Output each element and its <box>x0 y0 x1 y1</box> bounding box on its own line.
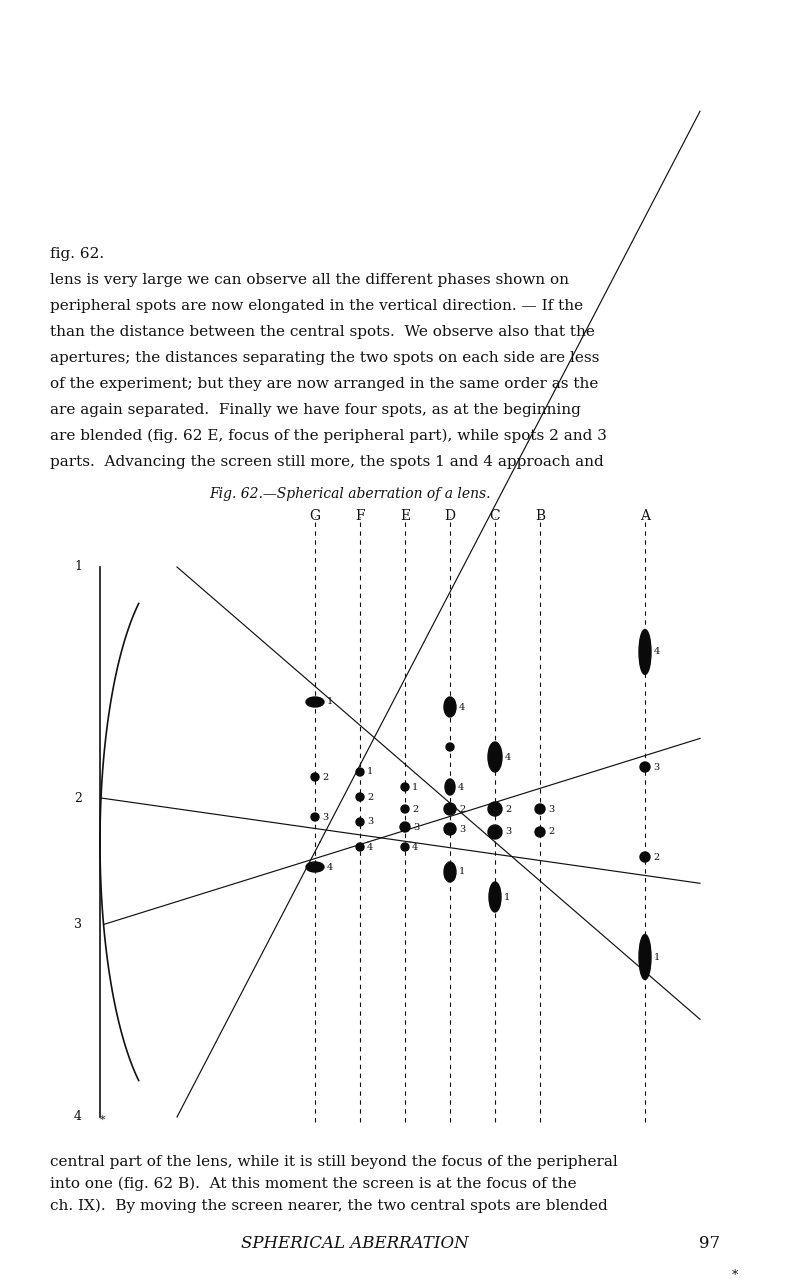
Text: 2: 2 <box>653 852 659 861</box>
Text: are blended (fig. 62 E, focus of the peripheral part), while spots 2 and 3: are blended (fig. 62 E, focus of the per… <box>50 429 607 444</box>
Circle shape <box>311 773 319 781</box>
Text: *: * <box>732 1269 738 1282</box>
Circle shape <box>356 793 364 801</box>
Text: 3: 3 <box>74 918 82 931</box>
Text: Fig. 62.—Spherical aberration of a lens.: Fig. 62.—Spherical aberration of a lens. <box>210 486 490 501</box>
Circle shape <box>488 825 502 839</box>
Ellipse shape <box>444 698 456 717</box>
Text: 3: 3 <box>367 817 374 826</box>
Text: 4: 4 <box>327 862 334 871</box>
Text: E: E <box>400 508 410 523</box>
Text: 4: 4 <box>654 647 660 656</box>
Circle shape <box>535 828 545 837</box>
Text: *: * <box>100 1115 106 1125</box>
Text: 4: 4 <box>367 843 374 852</box>
Circle shape <box>640 762 650 772</box>
Ellipse shape <box>489 882 501 912</box>
Circle shape <box>446 743 454 752</box>
Text: G: G <box>310 508 321 523</box>
Text: A: A <box>640 508 650 523</box>
Text: ch. IX).  By moving the screen nearer, the two central spots are blended: ch. IX). By moving the screen nearer, th… <box>50 1199 608 1214</box>
Text: 97: 97 <box>699 1236 720 1252</box>
Text: 3: 3 <box>505 828 511 837</box>
Text: than the distance between the central spots.  We observe also that the: than the distance between the central sp… <box>50 326 595 338</box>
Circle shape <box>356 843 364 851</box>
Text: 4: 4 <box>74 1111 82 1124</box>
Text: 1: 1 <box>327 698 334 707</box>
Text: parts.  Advancing the screen still more, the spots 1 and 4 approach and: parts. Advancing the screen still more, … <box>50 456 604 468</box>
Ellipse shape <box>639 629 651 674</box>
Circle shape <box>444 822 456 835</box>
Circle shape <box>356 768 364 776</box>
Text: 2: 2 <box>412 804 418 813</box>
Text: 2: 2 <box>505 804 511 813</box>
Text: 4: 4 <box>412 843 418 852</box>
Text: 4: 4 <box>458 782 464 792</box>
Circle shape <box>401 843 409 851</box>
Text: lens is very large we can observe all the different phases shown on: lens is very large we can observe all th… <box>50 273 569 287</box>
Text: central part of the lens, while it is still beyond the focus of the peripheral: central part of the lens, while it is st… <box>50 1154 618 1169</box>
Text: C: C <box>490 508 500 523</box>
Text: 4: 4 <box>505 753 511 762</box>
Ellipse shape <box>306 862 324 873</box>
Circle shape <box>444 803 456 815</box>
Text: apertures; the distances separating the two spots on each side are less: apertures; the distances separating the … <box>50 351 599 366</box>
Text: F: F <box>355 508 365 523</box>
Circle shape <box>640 852 650 862</box>
Text: 1: 1 <box>459 867 466 876</box>
Circle shape <box>311 813 319 821</box>
Text: 3: 3 <box>548 804 554 813</box>
Circle shape <box>535 804 545 813</box>
Text: 3: 3 <box>459 825 466 834</box>
Text: 2: 2 <box>74 792 82 804</box>
Text: 3: 3 <box>653 762 659 771</box>
Circle shape <box>356 819 364 826</box>
Circle shape <box>488 802 502 816</box>
Text: 1: 1 <box>504 892 510 901</box>
Ellipse shape <box>306 698 324 707</box>
Ellipse shape <box>488 743 502 772</box>
Text: 1: 1 <box>74 561 82 574</box>
Text: of the experiment; but they are now arranged in the same order as the: of the experiment; but they are now arra… <box>50 377 598 391</box>
Text: 3: 3 <box>413 822 419 831</box>
Text: 2: 2 <box>322 772 328 781</box>
Text: peripheral spots are now elongated in the vertical direction. — If the: peripheral spots are now elongated in th… <box>50 299 583 313</box>
Text: SPHERICAL ABERRATION: SPHERICAL ABERRATION <box>241 1236 469 1252</box>
Circle shape <box>401 782 409 792</box>
Circle shape <box>401 804 409 813</box>
Text: 1: 1 <box>367 767 374 776</box>
Ellipse shape <box>639 934 651 979</box>
Text: 3: 3 <box>322 812 328 821</box>
Text: B: B <box>535 508 545 523</box>
Text: 1: 1 <box>412 782 418 792</box>
Text: 4: 4 <box>459 703 466 712</box>
Ellipse shape <box>445 779 455 795</box>
Text: 1: 1 <box>654 952 660 961</box>
Text: D: D <box>445 508 455 523</box>
Text: 2: 2 <box>459 804 466 813</box>
Ellipse shape <box>444 862 456 882</box>
Text: are again separated.  Finally we have four spots, as at the beginning: are again separated. Finally we have fou… <box>50 403 581 417</box>
Text: 2: 2 <box>367 793 374 802</box>
Text: into one (fig. 62 B).  At this moment the screen is at the focus of the: into one (fig. 62 B). At this moment the… <box>50 1178 577 1192</box>
Text: 2: 2 <box>548 828 554 837</box>
Circle shape <box>400 822 410 831</box>
Text: fig. 62.: fig. 62. <box>50 247 104 261</box>
